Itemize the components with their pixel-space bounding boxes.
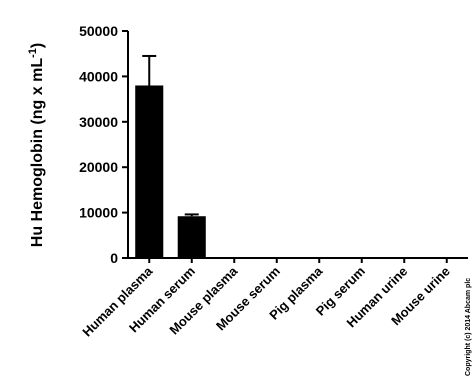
- bar: [135, 85, 164, 258]
- y-tick-label: 0: [110, 250, 118, 266]
- bar: [177, 216, 206, 258]
- y-label-superscript: -1: [27, 48, 39, 58]
- y-tick-label: 50000: [79, 23, 118, 39]
- y-label-end: ): [29, 43, 46, 48]
- y-axis-label: Hu Hemoglobin (ng x mL-1): [27, 43, 46, 247]
- y-tick-label: 30000: [79, 114, 118, 130]
- y-tick-label: 20000: [79, 159, 118, 175]
- y-label-main: Hu Hemoglobin (ng x mL: [29, 58, 46, 248]
- x-tick-label: Human plasma: [79, 263, 156, 340]
- y-tick-label: 40000: [79, 68, 118, 84]
- copyright: Copyright (c) 2014 Abcam plc: [465, 278, 472, 376]
- y-tick-label: 10000: [79, 205, 118, 221]
